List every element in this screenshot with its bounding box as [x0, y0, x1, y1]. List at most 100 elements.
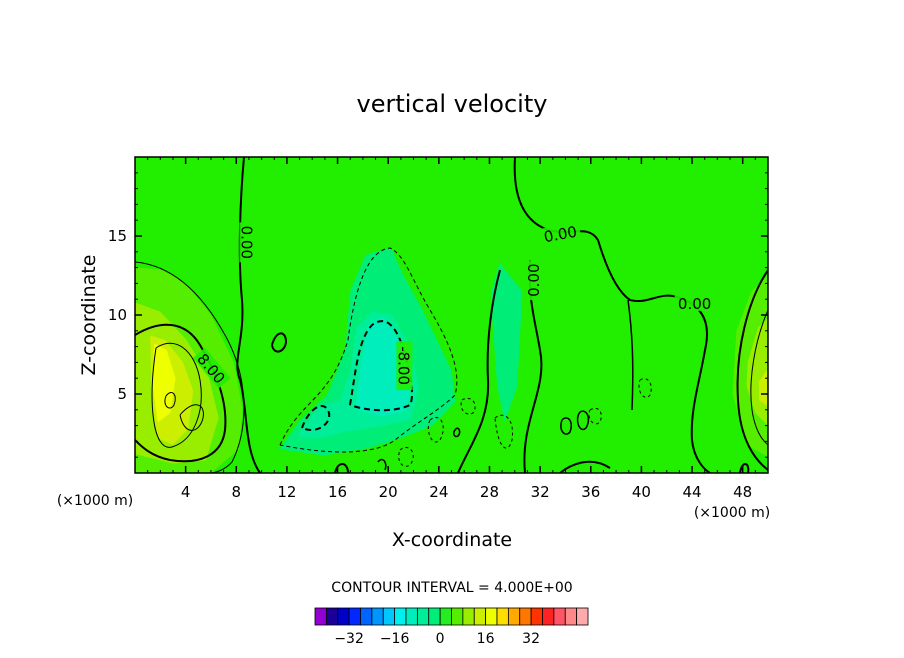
- colorbar-tick-label: −16: [380, 631, 410, 647]
- colorbar-labels: −32 −16 0 16 32: [334, 631, 540, 647]
- contour-interval-text: CONTOUR INTERVAL = 4.000E+00: [331, 580, 572, 596]
- colorbar: [314, 607, 589, 626]
- x-tick-label: 32: [531, 483, 550, 501]
- x-axis-label: X-coordinate: [392, 529, 512, 551]
- colorbar-swatch: [439, 607, 452, 626]
- zero-contour-line: [457, 269, 501, 473]
- colorbar-swatch: [405, 607, 418, 626]
- contour-label: 0.00: [524, 260, 543, 301]
- x-tick-label: 24: [429, 483, 448, 501]
- colorbar-swatch: [496, 607, 509, 626]
- colorbar-swatch: [553, 607, 566, 626]
- x-tick-label: 20: [379, 483, 398, 501]
- contour-region: [490, 262, 523, 423]
- colorbar-swatch: [576, 607, 589, 626]
- contour-label-backing: [524, 260, 541, 301]
- colorbar-tick-label: 0: [436, 631, 445, 647]
- colorbar-swatch: [314, 607, 327, 626]
- colorbar-swatch: [394, 607, 407, 626]
- contour-label-text: -8.00: [394, 346, 412, 385]
- contour-label-text: 0.00: [237, 226, 255, 259]
- y-tick-label: 15: [108, 227, 127, 245]
- zero-contour-line: [560, 417, 573, 435]
- colorbar-swatch: [360, 607, 373, 626]
- minus-four-contour-line: [494, 414, 514, 449]
- colorbar-swatch: [337, 607, 350, 626]
- contour-label-text: 0.00: [678, 295, 711, 313]
- zero-contour-line: [559, 460, 611, 473]
- minus-four-contour-line: [460, 397, 476, 415]
- x-tick-label: 44: [682, 483, 701, 501]
- contour-label-backing: [192, 347, 231, 389]
- colorbar-swatch: [485, 607, 498, 626]
- zero-contour-line: [236, 157, 261, 473]
- zero-contour-line: [377, 458, 387, 471]
- four-contour-line: [750, 309, 768, 446]
- zero-contour-line: [453, 427, 461, 438]
- x-tick-label: 36: [581, 483, 600, 501]
- contour-label: 0.00: [539, 222, 582, 247]
- minus-four-contour-line: [398, 447, 414, 467]
- contour-label-text: 0.00: [525, 263, 543, 296]
- colorbar-swatch: [416, 607, 430, 626]
- colorbar-tick-label: 16: [477, 631, 495, 647]
- colorbar-swatch: [564, 607, 578, 626]
- colorbar-tick-label: 32: [522, 631, 540, 647]
- minus-eight-contour-line: [301, 405, 331, 431]
- colorbar-swatch: [451, 607, 464, 626]
- contour-label-backing: [239, 222, 256, 263]
- x-tick-label: 4: [181, 483, 191, 501]
- contour-label-backing: [396, 341, 413, 391]
- x-tick-label: 8: [232, 483, 242, 501]
- colorbar-swatch: [371, 607, 384, 626]
- colorbar-swatch: [428, 607, 441, 626]
- zero-contour-line: [334, 463, 349, 473]
- sixteen-contour-line: [179, 404, 204, 431]
- eight-contour-line: [135, 323, 227, 463]
- minus-four-contour-line: [638, 378, 652, 398]
- x-tick-label: 12: [277, 483, 296, 501]
- contour-label: 0.00: [674, 294, 715, 313]
- colorbar-swatch: [530, 607, 543, 626]
- zero-contour-line: [576, 410, 590, 431]
- zero-contour-line: [627, 299, 634, 411]
- colorbar-swatch: [507, 607, 521, 626]
- colorbar-swatch: [462, 607, 475, 626]
- colorbar-swatch: [473, 607, 487, 626]
- contour-label: 0.00: [237, 222, 256, 263]
- colorbar-swatch: [382, 607, 396, 626]
- zero-contour-line: [736, 269, 768, 471]
- y-tick-label: 10: [108, 306, 127, 324]
- x-tick-label: 40: [632, 483, 651, 501]
- chart-title: vertical velocity: [357, 90, 548, 118]
- contour-region: [152, 343, 176, 423]
- sixteen-contour-line: [164, 392, 176, 409]
- colorbar-tick-label: −32: [334, 631, 364, 647]
- x-axis-unit-left: (×1000 m): [57, 493, 133, 509]
- contour-labels: 0.008.00 -8.000.000.000.00: [192, 222, 715, 391]
- x-axis-unit-right: (×1000 m): [694, 505, 770, 521]
- colorbar-swatch: [519, 607, 532, 626]
- contour-label-backing: [539, 222, 582, 245]
- minus-eight-contour-line: [349, 320, 413, 412]
- y-tick-label: 5: [117, 385, 127, 403]
- y-axis-label: Z-coordinate: [78, 255, 100, 376]
- minus-four-contour-line: [427, 417, 444, 443]
- twelve-contour-line: [151, 342, 202, 448]
- colorbar-swatch: [325, 607, 339, 626]
- zero-contour-line: [271, 332, 288, 353]
- x-tick-label: 48: [733, 483, 752, 501]
- zero-contour-line: [739, 463, 750, 473]
- contour-label-backing: [674, 294, 715, 311]
- colorbar-swatch: [542, 607, 555, 626]
- x-tick-label: 16: [328, 483, 347, 501]
- four-contour-line: [135, 261, 245, 473]
- minus-four-contour-line: [588, 407, 602, 425]
- contour-lines: [135, 157, 768, 473]
- contour-label-text: 0.00: [542, 223, 578, 247]
- contour-label: -8.00: [394, 341, 413, 391]
- colorbar-swatch: [348, 607, 361, 626]
- x-tick-label: 28: [480, 483, 499, 501]
